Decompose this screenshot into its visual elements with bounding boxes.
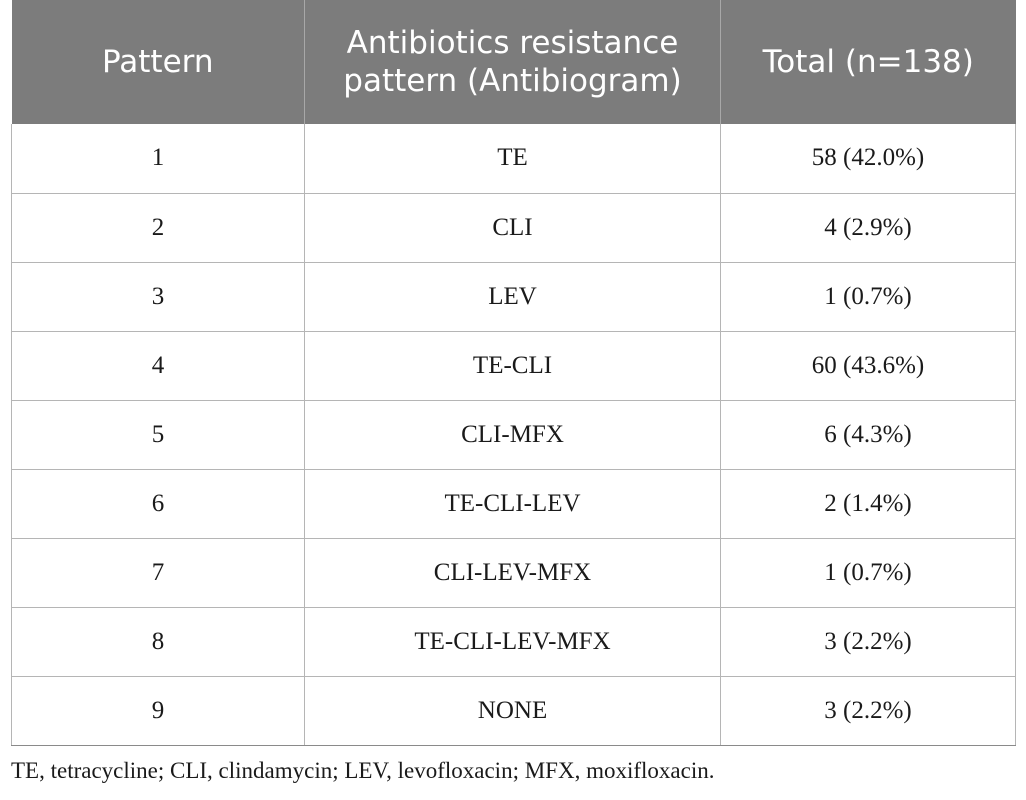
cell-total: 3 (2.2%) (720, 607, 1016, 677)
table-footnote: TE, tetracycline; CLI, clindamycin; LEV,… (11, 758, 715, 783)
header-row: Pattern Antibiotics resistance pattern (… (11, 0, 1016, 124)
cell-pattern: 8 (11, 607, 305, 677)
cell-antibiogram: TE-CLI (304, 331, 721, 401)
cell-pattern: 3 (11, 262, 305, 332)
table-row: 9 NONE 3 (2.2%) (11, 676, 1016, 746)
header-total: Total (n=138) (720, 0, 1016, 124)
header-antibiogram: Antibiotics resistance pattern (Antibiog… (304, 0, 721, 124)
cell-pattern: 9 (11, 676, 305, 746)
cell-pattern: 6 (11, 469, 305, 539)
cell-total: 6 (4.3%) (720, 400, 1016, 470)
table-row: 3 LEV 1 (0.7%) (11, 262, 1016, 332)
cell-total: 1 (0.7%) (720, 538, 1016, 608)
cell-pattern: 1 (11, 124, 305, 194)
table-body: 1 TE 58 (42.0%) 2 CLI 4 (2.9%) 3 LEV 1 (… (11, 124, 1016, 746)
table-row: 5 CLI-MFX 6 (4.3%) (11, 400, 1016, 470)
cell-total: 2 (1.4%) (720, 469, 1016, 539)
cell-antibiogram: CLI (304, 193, 721, 263)
header-pattern: Pattern (11, 0, 305, 124)
antibiogram-table-container: Pattern Antibiotics resistance pattern (… (11, 0, 1016, 746)
antibiogram-table: Pattern Antibiotics resistance pattern (… (11, 0, 1016, 746)
cell-antibiogram: LEV (304, 262, 721, 332)
table-row: 2 CLI 4 (2.9%) (11, 193, 1016, 263)
table-row: 6 TE-CLI-LEV 2 (1.4%) (11, 469, 1016, 539)
table-row: 4 TE-CLI 60 (43.6%) (11, 331, 1016, 401)
cell-antibiogram: NONE (304, 676, 721, 746)
cell-total: 3 (2.2%) (720, 676, 1016, 746)
cell-antibiogram: TE-CLI-LEV-MFX (304, 607, 721, 677)
cell-antibiogram: CLI-LEV-MFX (304, 538, 721, 608)
cell-total: 58 (42.0%) (720, 124, 1016, 194)
table-header: Pattern Antibiotics resistance pattern (… (11, 0, 1016, 124)
cell-total: 1 (0.7%) (720, 262, 1016, 332)
table-row: 1 TE 58 (42.0%) (11, 124, 1016, 194)
table-row: 8 TE-CLI-LEV-MFX 3 (2.2%) (11, 607, 1016, 677)
cell-pattern: 2 (11, 193, 305, 263)
cell-antibiogram: TE-CLI-LEV (304, 469, 721, 539)
cell-pattern: 4 (11, 331, 305, 401)
cell-antibiogram: CLI-MFX (304, 400, 721, 470)
cell-total: 60 (43.6%) (720, 331, 1016, 401)
cell-pattern: 5 (11, 400, 305, 470)
cell-pattern: 7 (11, 538, 305, 608)
table-row: 7 CLI-LEV-MFX 1 (0.7%) (11, 538, 1016, 608)
cell-antibiogram: TE (304, 124, 721, 194)
cell-total: 4 (2.9%) (720, 193, 1016, 263)
